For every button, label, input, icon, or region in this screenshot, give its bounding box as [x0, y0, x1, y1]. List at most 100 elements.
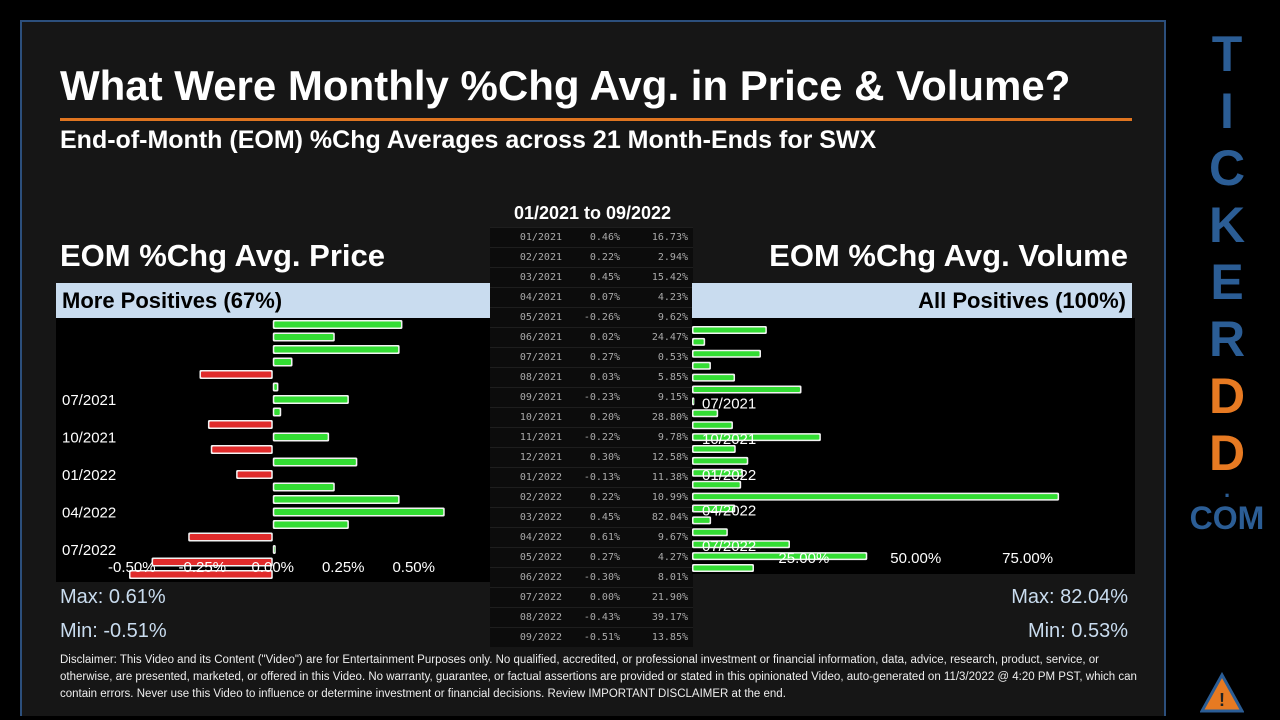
volume-min: Min: 0.53% [1027, 620, 1128, 642]
volume-chart: 07/2021 10/2021 01/2022 04/2022 07/2022 25.00… [692, 318, 1135, 574]
table-cell-month: 02/2021 [519, 252, 562, 263]
table-cell-price: 0.45% [589, 272, 620, 283]
table-cell-month: 11/2021 [519, 432, 562, 443]
bar-06/2022 [692, 528, 728, 537]
bar-04/2021 [272, 357, 293, 367]
brand-letter: K [1208, 197, 1246, 253]
table-row: 09/2022 -0.51% 13.85% [490, 627, 693, 647]
table-row: 04/2021 0.07% 4.23% [490, 287, 693, 307]
bar-05/2022 [272, 520, 349, 529]
bar-09/2021 [692, 421, 733, 430]
brand-letter: E [1210, 254, 1244, 310]
brand-letter: D [1208, 368, 1246, 424]
category-label: 07/2021 [62, 392, 116, 409]
bar-10/2021 [692, 433, 821, 442]
table-cell-month: 10/2021 [519, 412, 562, 423]
table-cell-price: -0.13% [583, 472, 620, 483]
bar-05/2021 [692, 373, 736, 382]
table-row: 08/2021 0.03% 5.85% [490, 367, 693, 387]
table-row: 07/2022 0.00% 21.90% [490, 587, 693, 607]
table-cell-price: 0.27% [589, 352, 620, 363]
brand-letter: D [1208, 425, 1246, 481]
table-row: 01/2022 -0.13% 11.38% [490, 467, 693, 487]
table-cell-price: -0.43% [583, 612, 620, 623]
table-cell-price: 0.27% [589, 552, 620, 563]
table-row: 11/2021 -0.22% 9.78% [490, 427, 693, 447]
bar-09/2022 [692, 564, 754, 572]
bar-04/2021 [692, 361, 711, 370]
price-min: Min: -0.51% [60, 620, 167, 642]
table-cell-volume: 9.15% [657, 392, 688, 403]
table-row: 04/2022 0.61% 9.67% [490, 527, 693, 547]
table-cell-volume: 9.62% [657, 312, 688, 323]
brand-letter: I [1220, 83, 1234, 139]
table-cell-month: 02/2022 [519, 492, 562, 503]
x-tick-label: -0.50% [108, 559, 156, 576]
bar-09/2022 [129, 570, 273, 579]
table-cell-month: 09/2022 [519, 632, 562, 643]
table-cell-price: -0.22% [583, 432, 620, 443]
x-tick-label: 0.00% [251, 559, 294, 576]
volume-chart-svg: 07/2021 10/2021 01/2022 04/2022 07/2022 25.00… [692, 326, 1060, 572]
category-label: 01/2022 [62, 467, 116, 484]
bar-06/2022 [188, 532, 273, 542]
table-cell-month: 07/2021 [519, 352, 562, 363]
table-row: 10/2021 0.20% 28.80% [490, 407, 693, 427]
x-tick-label: 0.50% [392, 559, 435, 576]
bar-01/2022 [692, 468, 743, 477]
data-table: 01/2021 0.46% 16.73% 02/2021 0.22% 2.94% 03/20… [490, 227, 693, 647]
table-cell-volume: 2.94% [657, 252, 688, 263]
table-cell-price: -0.26% [583, 312, 620, 323]
table-cell-volume: 28.80% [651, 412, 688, 423]
table-cell-month: 03/2022 [519, 512, 562, 523]
table-cell-month: 05/2021 [519, 312, 562, 323]
table-cell-price: 0.22% [589, 492, 620, 503]
bar-10/2021 [272, 432, 330, 442]
brand-com: COM [1189, 500, 1265, 536]
page-subtitle: End-of-Month (EOM) %Chg Averages across … [60, 126, 877, 154]
bar-01/2021 [272, 320, 403, 329]
table-cell-volume: 24.47% [651, 332, 688, 343]
bar-01/2021 [692, 326, 767, 334]
bar-03/2022 [692, 492, 1060, 501]
svg-text:!: ! [1219, 690, 1225, 710]
category-label: 07/2022 [62, 542, 116, 559]
bar-03/2021 [272, 345, 400, 354]
table-cell-month: 06/2021 [519, 332, 562, 343]
category-label: 10/2021 [62, 430, 116, 447]
table-cell-volume: 8.01% [657, 572, 688, 583]
table-cell-month: 01/2022 [519, 472, 562, 483]
bar-04/2022 [272, 507, 445, 517]
table-row: 06/2022 -0.30% 8.01% [490, 567, 693, 587]
table-row: 12/2021 0.30% 12.58% [490, 447, 693, 467]
bar-12/2021 [272, 457, 358, 467]
table-row: 02/2022 0.22% 10.99% [490, 487, 693, 507]
table-cell-price: 0.00% [589, 592, 620, 603]
x-tick-label: -0.25% [179, 559, 227, 576]
table-cell-month: 01/2021 [519, 232, 562, 243]
table-cell-volume: 4.27% [657, 552, 688, 563]
table-cell-volume: 10.99% [651, 492, 688, 503]
table-cell-month: 04/2022 [519, 532, 562, 543]
price-panel-heading: EOM %Chg Avg. Price [60, 238, 385, 273]
table-cell-volume: 16.73% [651, 232, 688, 243]
bar-08/2022 [692, 552, 868, 561]
brand-letter: R [1208, 311, 1246, 367]
table-row: 03/2022 0.45% 82.04% [490, 507, 693, 527]
bar-05/2021 [199, 370, 273, 379]
brand-letter: C [1208, 140, 1246, 196]
table-cell-volume: 11.38% [651, 472, 688, 483]
bar-11/2021 [210, 445, 273, 454]
bar-09/2021 [207, 420, 273, 429]
table-cell-price: 0.46% [589, 232, 620, 243]
table-cell-month: 12/2021 [519, 452, 562, 463]
table-cell-month: 09/2021 [519, 392, 562, 403]
bar-02/2021 [272, 332, 335, 342]
table-row: 07/2021 0.27% 0.53% [490, 347, 693, 367]
date-range: 01/2021 to 09/2022 [513, 203, 672, 223]
category-label: 04/2022 [702, 503, 756, 520]
price-max: Max: 0.61% [60, 586, 166, 608]
table-cell-price: 0.22% [589, 252, 620, 263]
bar-02/2022 [692, 480, 742, 489]
bar-06/2021 [692, 385, 802, 394]
